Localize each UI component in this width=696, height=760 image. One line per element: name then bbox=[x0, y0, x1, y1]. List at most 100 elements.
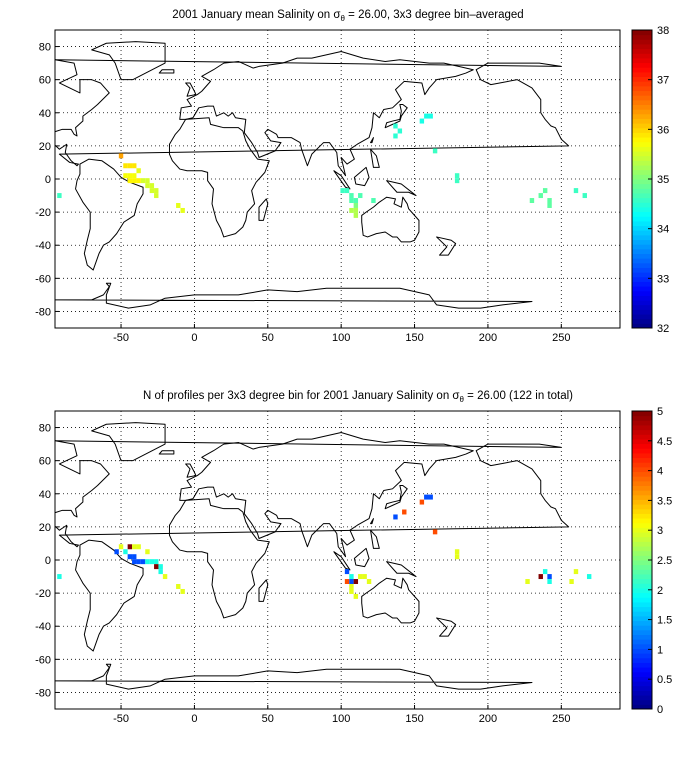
data-cell bbox=[132, 559, 137, 565]
coastline bbox=[158, 69, 175, 74]
colorbar-swatch bbox=[632, 43, 652, 50]
colorbar-swatch bbox=[632, 457, 652, 463]
colorbar-swatch bbox=[632, 67, 652, 73]
colorbar-swatch bbox=[632, 560, 652, 566]
data-cell bbox=[349, 584, 354, 589]
colorbar-swatch bbox=[632, 541, 652, 547]
coastline bbox=[168, 498, 270, 619]
data-cell bbox=[402, 509, 407, 515]
data-cell bbox=[145, 559, 150, 565]
data-cell bbox=[344, 188, 350, 194]
data-cell bbox=[127, 173, 133, 179]
colorbar-tick-label: 3 bbox=[657, 525, 663, 537]
colorbar-swatch bbox=[632, 452, 652, 459]
x-tick-label: 0 bbox=[191, 332, 197, 344]
colorbar-swatch bbox=[632, 192, 652, 199]
colorbar-swatch bbox=[632, 522, 652, 528]
data-cell bbox=[362, 574, 367, 580]
data-cells bbox=[57, 113, 587, 218]
data-cell bbox=[123, 549, 128, 555]
data-cell bbox=[340, 188, 345, 194]
colorbar-swatch bbox=[632, 323, 652, 329]
colorbar-swatch bbox=[632, 438, 652, 445]
data-cell bbox=[454, 173, 460, 179]
colorbar-swatch bbox=[632, 611, 652, 617]
data-cell bbox=[454, 549, 460, 555]
data-cell bbox=[432, 148, 438, 154]
coastline bbox=[91, 422, 166, 462]
colorbar-swatch bbox=[632, 546, 652, 552]
data-cell bbox=[432, 529, 438, 535]
colorbar-swatch bbox=[632, 290, 652, 296]
colorbar-swatch bbox=[632, 118, 652, 124]
data-cell bbox=[154, 559, 159, 565]
colorbar-swatch bbox=[632, 141, 652, 147]
y-tick-label: 0 bbox=[45, 174, 51, 186]
colorbar-swatch bbox=[632, 583, 652, 589]
colorbar-swatch bbox=[632, 165, 652, 171]
coastline bbox=[91, 41, 166, 81]
colorbar-swatch bbox=[632, 681, 652, 687]
coastline bbox=[370, 518, 374, 525]
data-cell bbox=[132, 554, 137, 560]
colorbar-tick-label: 3.5 bbox=[657, 495, 672, 507]
colorbar-swatch bbox=[632, 657, 652, 663]
x-tick-label: 200 bbox=[479, 713, 497, 725]
coastline bbox=[370, 137, 374, 144]
data-cell bbox=[136, 544, 141, 550]
x-tick-label: 150 bbox=[405, 713, 423, 725]
data-cell bbox=[127, 554, 133, 560]
coastline bbox=[55, 282, 533, 309]
colorbar-swatch bbox=[632, 272, 652, 278]
colorbar-swatch bbox=[632, 137, 652, 143]
colorbar-swatch bbox=[632, 569, 652, 575]
colorbar-swatch bbox=[632, 53, 652, 59]
data-cell bbox=[573, 188, 579, 194]
coastline bbox=[361, 577, 420, 624]
axes: -50 0 50 100 150 200 250 -80 -60 -40 -20 0 20 40 60 80 bbox=[35, 423, 570, 725]
colorbar-swatch bbox=[632, 216, 652, 222]
colorbar-swatch bbox=[632, 318, 652, 324]
y-tick-label: 40 bbox=[39, 489, 51, 501]
data-cell bbox=[136, 559, 141, 565]
colorbar-swatch bbox=[632, 504, 652, 510]
coastline bbox=[361, 196, 420, 243]
colorbar-swatch bbox=[632, 466, 652, 473]
data-cell bbox=[180, 588, 185, 594]
coastline bbox=[370, 529, 380, 549]
coastline bbox=[55, 59, 570, 167]
coastline bbox=[370, 148, 380, 168]
colorbar-swatch bbox=[632, 513, 652, 519]
coastline bbox=[386, 180, 417, 197]
coastline bbox=[333, 551, 351, 571]
y-tick-label: 20 bbox=[39, 141, 51, 153]
coastline bbox=[258, 579, 269, 602]
colorbar-tick-label: 1 bbox=[657, 644, 663, 656]
data-cell bbox=[547, 579, 552, 585]
y-tick-label: -40 bbox=[35, 621, 51, 633]
colorbar-swatch bbox=[632, 578, 652, 584]
data-cell bbox=[349, 588, 354, 594]
data-cell bbox=[176, 584, 181, 589]
y-tick-label: -20 bbox=[35, 207, 51, 219]
colorbar-swatch bbox=[632, 57, 652, 64]
colorbar-swatch bbox=[632, 443, 652, 449]
data-cell bbox=[529, 198, 535, 204]
colorbar-swatch bbox=[632, 415, 652, 421]
colorbar-swatch bbox=[632, 685, 652, 691]
colorbar-tick-label: 33 bbox=[657, 273, 669, 285]
data-cell bbox=[127, 178, 133, 184]
data-cell bbox=[547, 574, 552, 580]
coastline bbox=[168, 117, 270, 238]
colorbar-swatch bbox=[632, 90, 652, 96]
grid-lines bbox=[55, 30, 620, 328]
data-cell bbox=[547, 203, 552, 208]
colorbar-swatch bbox=[632, 601, 652, 608]
grid-lines bbox=[55, 411, 620, 709]
y-tick-label: -80 bbox=[35, 306, 51, 318]
colorbar-swatch bbox=[632, 197, 652, 203]
y-tick-label: -40 bbox=[35, 240, 51, 252]
data-cell bbox=[538, 193, 543, 199]
colorbar-tick-label: 2.5 bbox=[657, 555, 672, 567]
data-cell bbox=[132, 178, 137, 184]
